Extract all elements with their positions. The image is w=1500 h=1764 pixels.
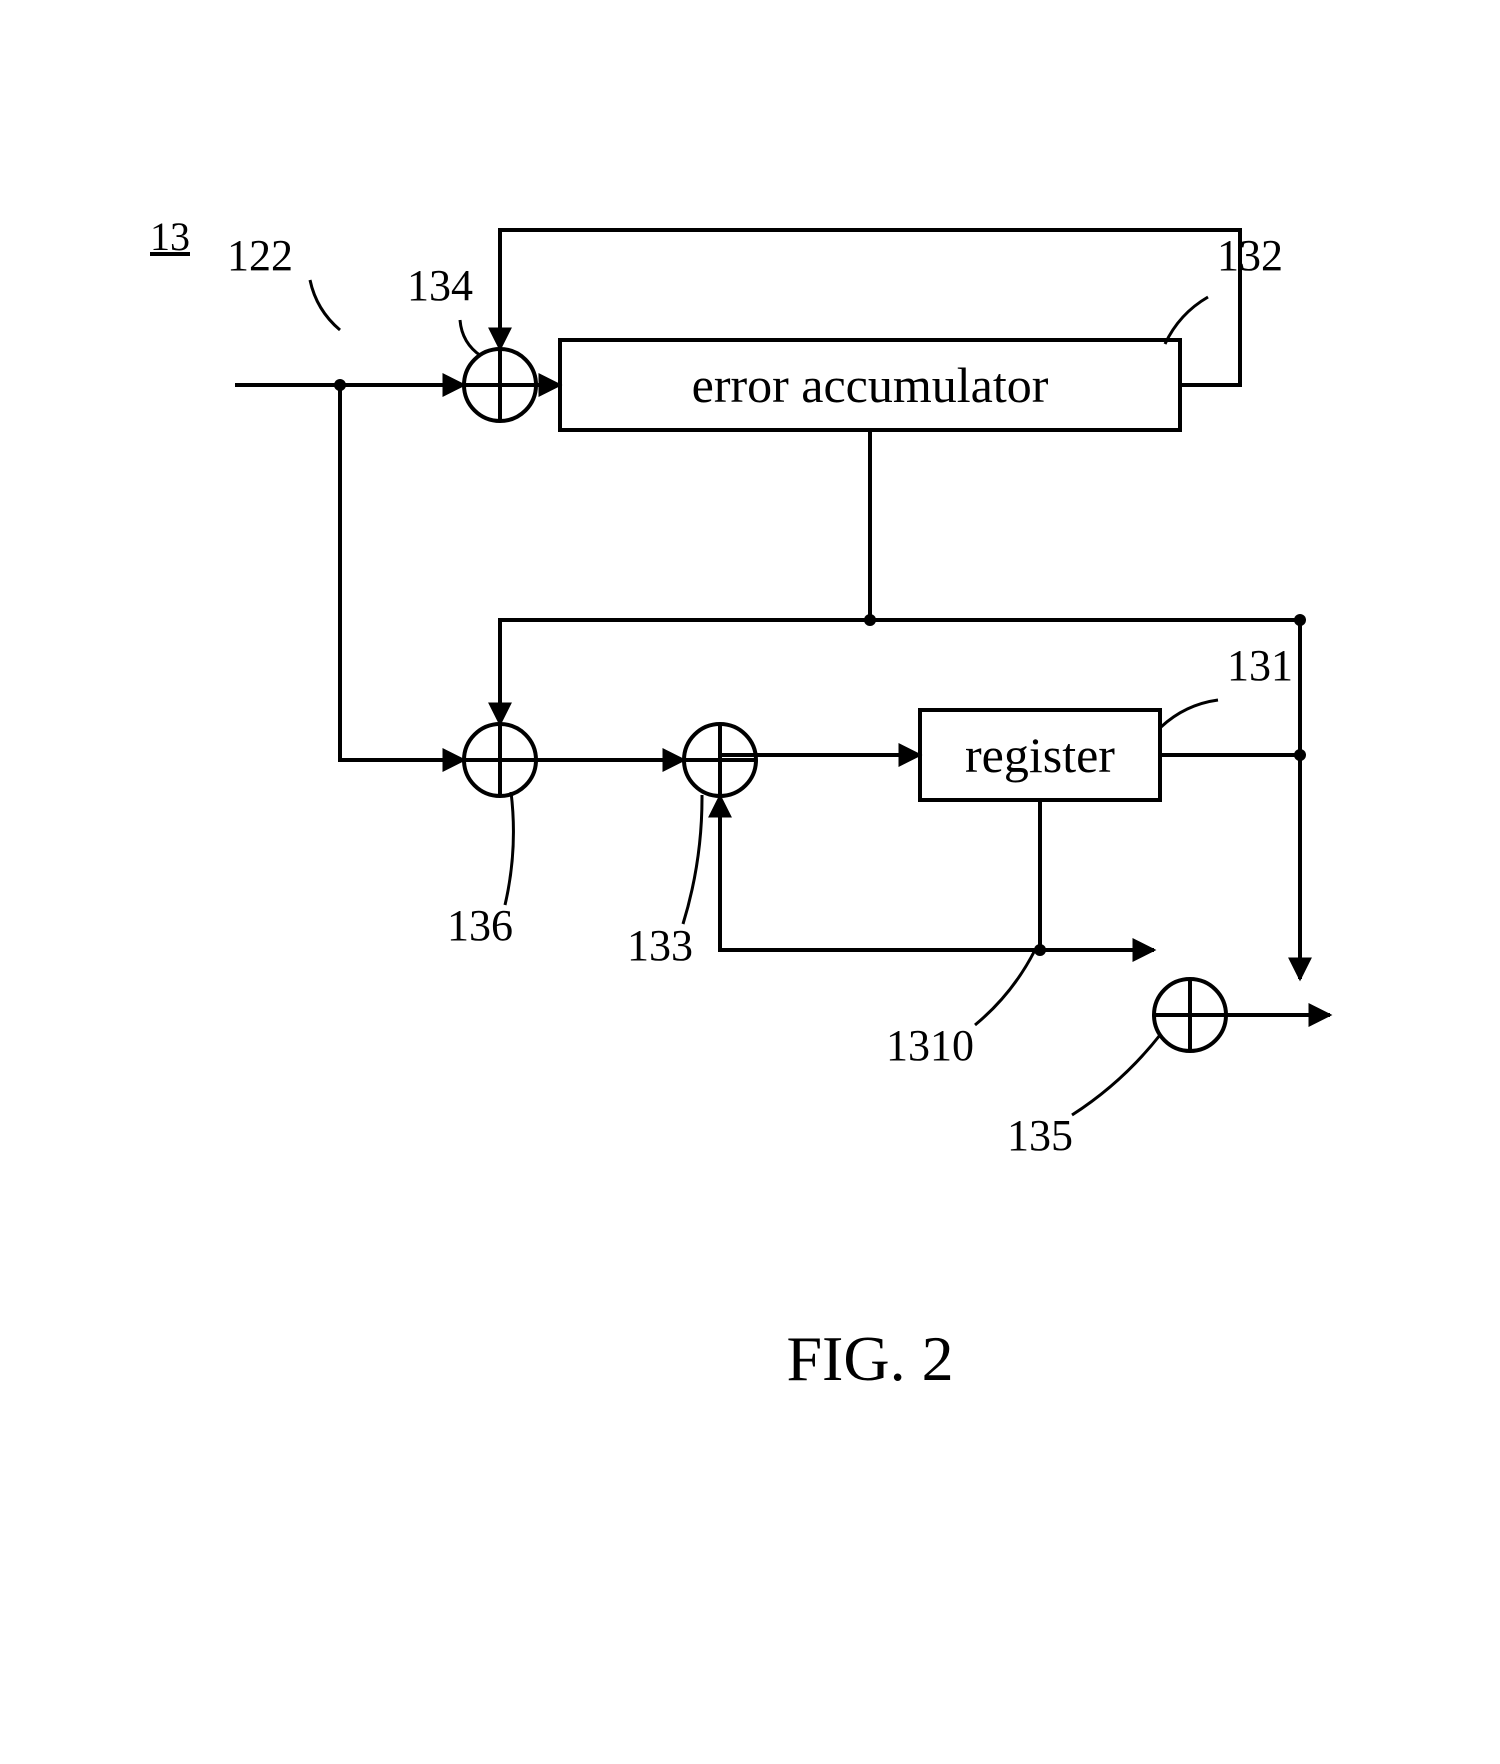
leader-acc: [1165, 297, 1208, 344]
label-input: 122: [227, 231, 293, 280]
wire-1310-to-133: [720, 796, 1040, 950]
leader-add133: [683, 795, 702, 924]
label-reg: 131: [1227, 641, 1293, 690]
leader-add135: [1072, 1035, 1160, 1115]
label-add133: 133: [627, 921, 693, 970]
label-add136: 136: [447, 901, 513, 950]
block-number: 13: [150, 214, 190, 259]
wire-acc-to-136: [500, 620, 870, 724]
register-block-label: register: [965, 727, 1115, 783]
leader-add134: [460, 320, 481, 356]
leader-input: [310, 280, 340, 330]
label-add135: 135: [1007, 1111, 1073, 1160]
leader-add136: [505, 792, 513, 905]
label-acc: 132: [1217, 231, 1283, 280]
label-add134: 134: [407, 261, 473, 310]
leader-out: [975, 950, 1035, 1025]
wire-reg-to-135-top-seg: [1160, 755, 1300, 979]
error-accumulator-block-label: error accumulator: [692, 357, 1049, 413]
junction-dot: [1294, 614, 1306, 626]
wire-122-to-136: [340, 385, 464, 760]
leader-reg: [1161, 700, 1218, 727]
figure-title: FIG. 2: [786, 1323, 953, 1394]
label-out: 1310: [886, 1021, 974, 1070]
junction-dot: [1294, 749, 1306, 761]
